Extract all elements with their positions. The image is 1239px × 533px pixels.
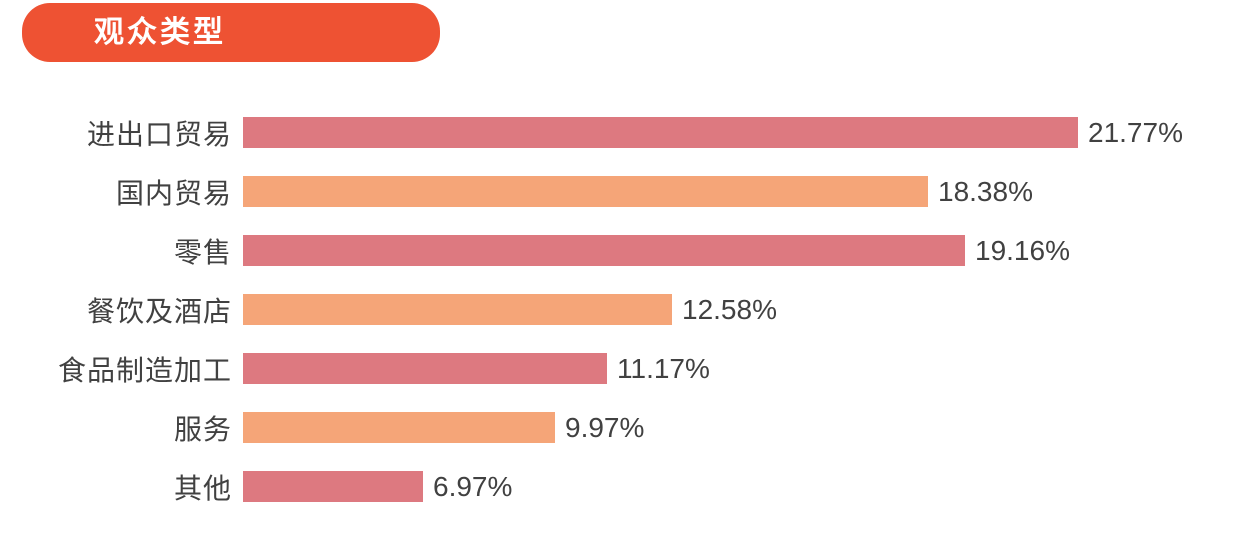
bar-chart: 进出口贸易 21.77% 国内贸易 18.38% 零售 19.16% 餐饮及酒店… xyxy=(0,103,1239,516)
bar xyxy=(243,353,607,384)
bar xyxy=(243,117,1078,148)
chart-row: 服务 9.97% xyxy=(0,398,1239,457)
category-label: 国内贸易 xyxy=(115,177,232,209)
chart-row: 餐饮及酒店 12.58% xyxy=(0,280,1239,339)
chart-row: 食品制造加工 11.17% xyxy=(0,339,1239,398)
value-label: 11.17% xyxy=(617,352,710,384)
value-label: 19.16% xyxy=(975,234,1070,266)
header-badge: 观众类型 xyxy=(22,3,440,62)
value-label: 18.38% xyxy=(938,175,1033,207)
category-label: 零售 xyxy=(173,236,232,268)
category-label: 食品制造加工 xyxy=(57,354,232,386)
bar xyxy=(243,471,423,502)
chart-row: 进出口贸易 21.77% xyxy=(0,103,1239,162)
bar xyxy=(243,294,672,325)
chart-row: 国内贸易 18.38% xyxy=(0,162,1239,221)
category-label: 餐饮及酒店 xyxy=(86,295,232,327)
chart-row: 零售 19.16% xyxy=(0,221,1239,280)
value-label: 6.97% xyxy=(433,470,513,502)
value-label: 12.58% xyxy=(682,293,777,325)
bar xyxy=(243,176,928,207)
bar xyxy=(243,235,965,266)
value-label: 21.77% xyxy=(1088,116,1183,148)
category-label: 进出口贸易 xyxy=(86,118,232,150)
chart-row: 其他 6.97% xyxy=(0,457,1239,516)
value-label: 9.97% xyxy=(565,411,645,443)
category-label: 服务 xyxy=(173,413,232,445)
bar xyxy=(243,412,555,443)
page-title: 观众类型 xyxy=(94,15,226,49)
category-label: 其他 xyxy=(173,472,232,504)
